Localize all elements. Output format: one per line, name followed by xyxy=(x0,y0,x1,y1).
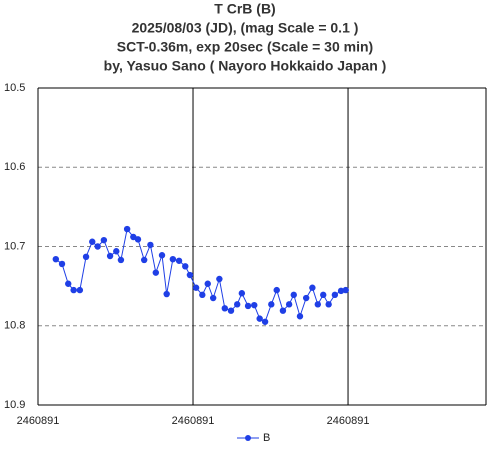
data-point xyxy=(94,243,101,250)
data-point xyxy=(273,286,280,294)
chart-title: SCT-0.36m, exp 20sec (Scale = 30 min) xyxy=(117,39,373,55)
data-point xyxy=(314,301,322,308)
data-point xyxy=(204,280,211,287)
data-point xyxy=(342,286,349,294)
data-point xyxy=(134,236,142,243)
data-point xyxy=(279,307,287,314)
data-point xyxy=(227,307,235,314)
data-point xyxy=(147,241,154,249)
data-point xyxy=(117,256,125,264)
data-point xyxy=(268,301,275,308)
data-point xyxy=(309,284,316,291)
y-tick-label: 10.5 xyxy=(4,82,25,94)
data-point xyxy=(221,305,228,312)
data-point xyxy=(302,294,310,302)
data-point xyxy=(123,225,131,233)
data-point xyxy=(52,255,60,263)
data-point xyxy=(199,291,206,299)
data-point xyxy=(65,280,72,287)
data-point xyxy=(169,255,177,263)
data-point xyxy=(192,284,200,291)
legend-marker xyxy=(245,435,251,441)
y-tick-label: 10.9 xyxy=(4,399,25,411)
data-point xyxy=(152,269,160,276)
data-point xyxy=(244,302,252,310)
chart-title: T CrB (B) xyxy=(214,1,275,17)
chart-title: 2025/08/03 (JD), (mag Scale = 0.1 ) xyxy=(132,20,359,36)
data-point xyxy=(100,236,108,244)
data-point xyxy=(82,253,90,261)
data-point xyxy=(76,286,84,294)
legend-label: B xyxy=(263,432,270,444)
data-point xyxy=(325,301,332,308)
data-point xyxy=(285,301,293,308)
x-tick-label: 2460891 xyxy=(17,415,60,427)
data-point xyxy=(89,238,96,245)
data-point xyxy=(261,318,269,325)
data-point xyxy=(320,291,327,299)
data-point xyxy=(70,286,77,294)
data-point xyxy=(290,291,297,299)
y-tick-label: 10.7 xyxy=(4,240,25,252)
data-point xyxy=(175,257,183,264)
x-tick-label: 2460891 xyxy=(327,415,370,427)
data-point xyxy=(186,271,194,279)
data-point xyxy=(113,248,120,255)
data-point xyxy=(58,260,66,268)
data-point xyxy=(238,290,246,297)
data-point xyxy=(296,313,304,320)
data-point xyxy=(182,263,189,270)
x-tick-label: 2460891 xyxy=(172,415,215,427)
data-point xyxy=(233,301,241,308)
data-point xyxy=(158,252,166,259)
data-point xyxy=(251,301,258,309)
y-tick-label: 10.6 xyxy=(4,161,25,173)
data-point xyxy=(256,315,263,322)
data-point xyxy=(140,256,148,264)
data-point xyxy=(209,294,217,302)
chart-title: by, Yasuo Sano ( Nayoro Hokkaido Japan ) xyxy=(104,58,387,74)
data-point xyxy=(331,291,339,299)
data-point xyxy=(216,275,223,283)
data-point xyxy=(163,290,170,298)
data-point xyxy=(106,252,114,260)
y-tick-label: 10.8 xyxy=(4,320,25,332)
